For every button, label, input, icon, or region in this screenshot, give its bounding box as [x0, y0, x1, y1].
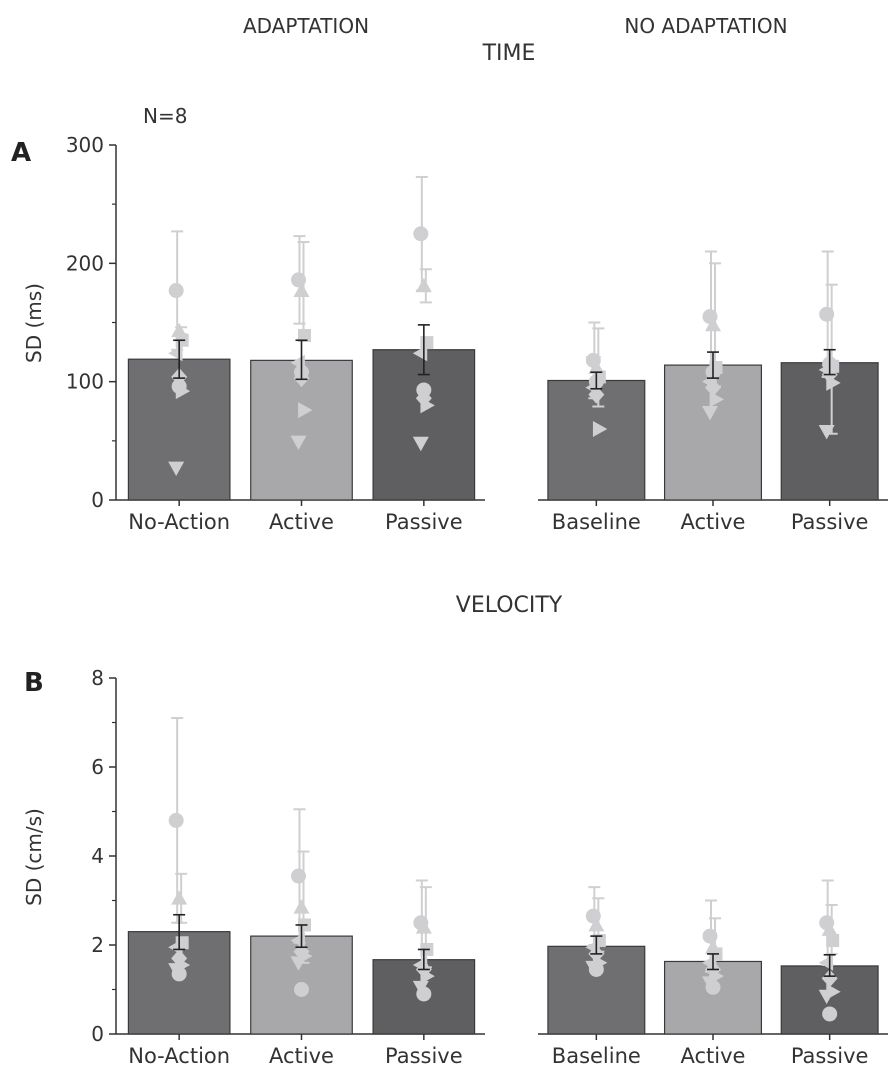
data-point: [588, 385, 605, 404]
data-point: [413, 226, 429, 242]
data-point: [293, 899, 310, 914]
panel-b-ylabel: SD (cm/s): [22, 808, 46, 906]
data-point: [290, 956, 307, 971]
y-tick-label: 8: [91, 666, 104, 690]
panel-a-ylabel: SD (ms): [22, 283, 46, 363]
data-point: [290, 435, 307, 451]
data-point: [294, 982, 309, 997]
data-point: [171, 322, 188, 338]
y-tick-label: 100: [66, 370, 104, 394]
data-point: [168, 812, 184, 828]
data-point: [705, 378, 721, 397]
data-point: [415, 277, 432, 293]
y-tick-label: 2: [91, 933, 104, 957]
data-point: [709, 391, 724, 408]
x-tick-label: Active: [681, 1044, 746, 1066]
data-point: [420, 397, 435, 414]
y-tick-label: 300: [66, 133, 104, 157]
x-tick-label: Active: [269, 1044, 334, 1066]
data-point: [298, 402, 313, 419]
data-point: [702, 928, 718, 944]
data-point: [821, 969, 838, 988]
y-tick-label: 6: [91, 755, 104, 779]
panel-b-letter: B: [24, 668, 44, 698]
x-tick-label: No-Action: [128, 1044, 230, 1066]
data-point: [705, 979, 721, 995]
y-tick-label: 0: [91, 1022, 104, 1046]
x-tick-label: Active: [269, 510, 334, 534]
data-point: [826, 934, 840, 948]
data-point: [818, 424, 835, 440]
panel-a-title: TIME: [482, 41, 536, 66]
data-point: [412, 436, 429, 452]
panel-b-plot: 0 2 4 6 8 No-Action Active Passive Baseline Activ…: [91, 666, 888, 1066]
data-point: [588, 961, 604, 977]
data-point: [705, 316, 721, 332]
data-point: [592, 421, 608, 437]
data-point: [821, 921, 838, 936]
x-tick-label: No-Action: [128, 510, 230, 534]
x-tick-label: Active: [681, 510, 746, 534]
data-point: [826, 374, 841, 391]
data-point: [588, 916, 605, 932]
y-tick-label: 4: [91, 844, 104, 868]
x-tick-label: Passive: [791, 510, 869, 534]
data-point: [171, 378, 187, 394]
data-point: [585, 356, 602, 371]
panel-a-annotation: N=8: [143, 104, 187, 128]
data-point: [420, 968, 435, 985]
panel-a-letter: A: [11, 138, 31, 168]
data-point: [416, 986, 432, 1002]
x-tick-label: Passive: [791, 1044, 869, 1066]
x-tick-label: Passive: [385, 510, 463, 534]
group-label-no-adaptation: NO ADAPTATION: [624, 14, 787, 38]
x-tick-label: Baseline: [552, 510, 641, 534]
data-point: [171, 890, 188, 905]
x-tick-label: Passive: [385, 1044, 463, 1066]
data-point: [416, 382, 432, 398]
data-point: [168, 283, 184, 299]
data-point: [168, 461, 185, 477]
y-tick-label: 0: [91, 488, 104, 512]
data-point: [298, 329, 311, 343]
data-point: [171, 966, 187, 982]
data-point: [293, 282, 310, 297]
group-label-adaptation: ADAPTATION: [243, 14, 369, 38]
data-point: [415, 919, 432, 934]
data-point: [291, 272, 306, 288]
bar-no-action: [127, 931, 231, 1035]
data-point: [819, 306, 835, 322]
panel-b-title: VELOCITY: [456, 593, 563, 618]
data-point: [588, 359, 605, 374]
x-tick-label: Baseline: [552, 1044, 641, 1066]
data-point: [702, 406, 718, 421]
data-point: [818, 989, 835, 1005]
panel-a-plot: 0 100 200 300 No-Action Active Passive Baseline…: [66, 133, 888, 534]
data-point: [291, 868, 306, 884]
y-tick-label: 200: [66, 251, 104, 275]
data-point: [822, 1006, 838, 1022]
